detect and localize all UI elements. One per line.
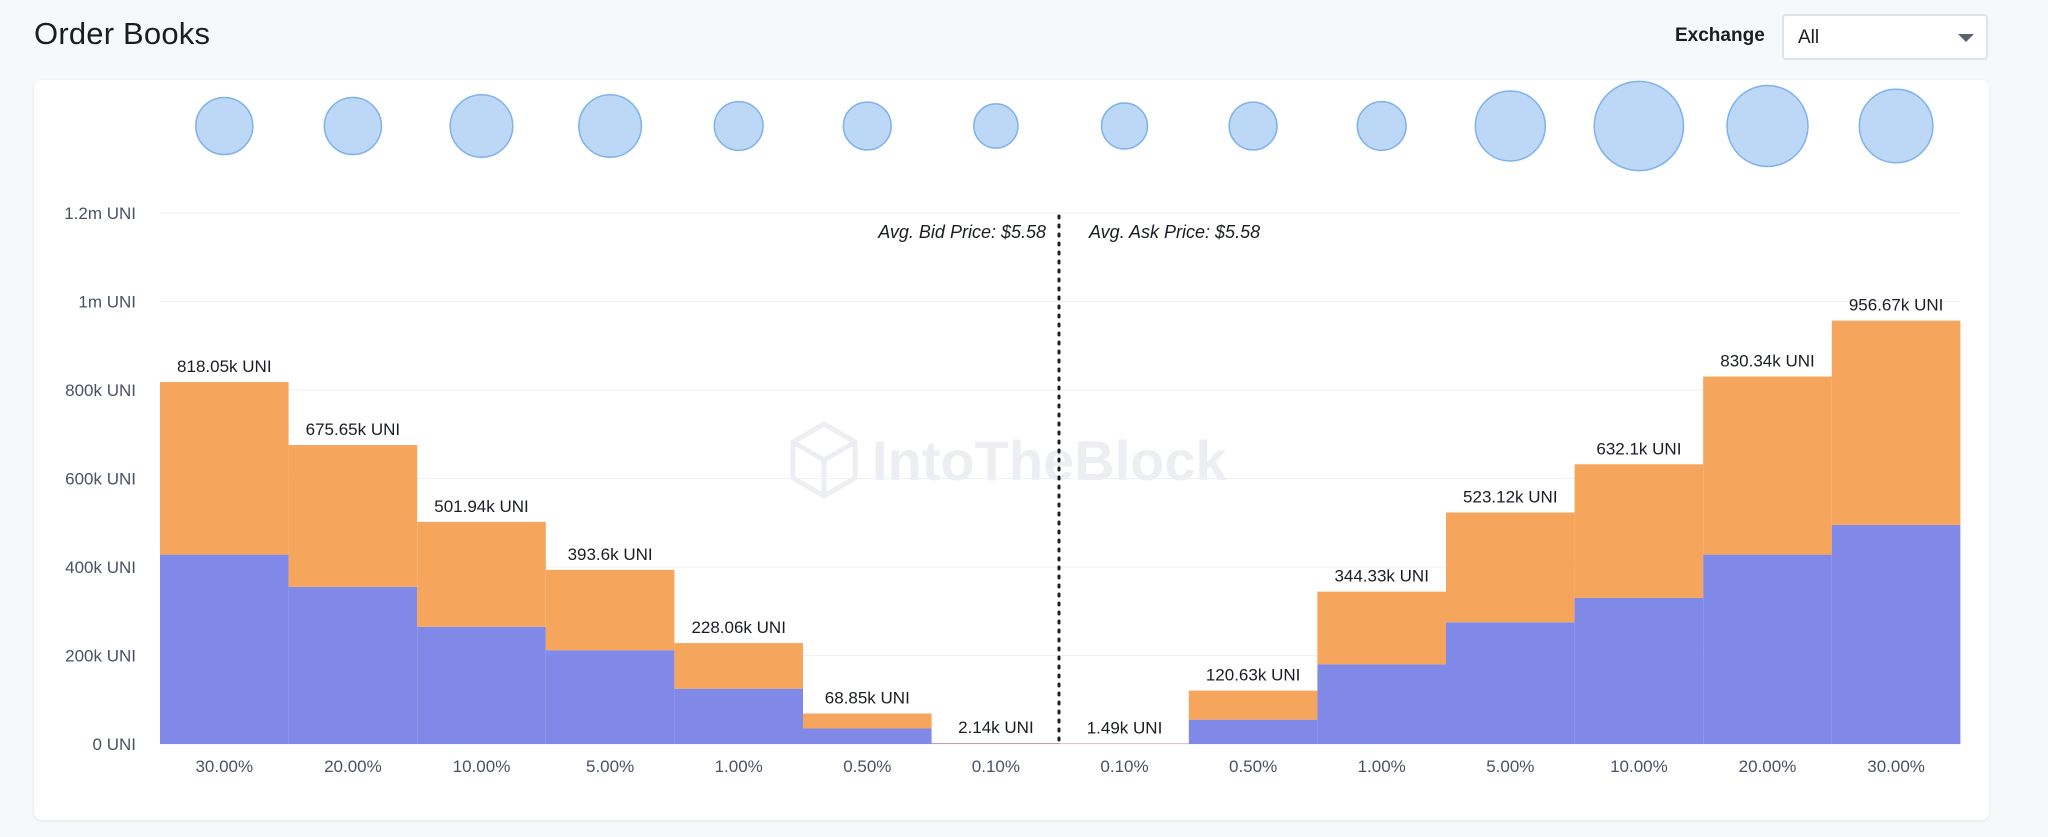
bubble[interactable]	[973, 103, 1019, 149]
bar-upper-segment[interactable]	[1574, 464, 1704, 598]
x-tick-label: 5.00%	[586, 757, 634, 776]
bar-total-label: 818.05k UNI	[177, 357, 272, 376]
bar-upper-segment[interactable]	[1703, 376, 1832, 555]
y-tick-label: 1m UNI	[78, 293, 136, 312]
bar-upper-segment[interactable]	[160, 382, 289, 555]
bar-total-label: 228.06k UNI	[691, 618, 786, 637]
bar-upper-segment[interactable]	[803, 713, 932, 729]
bar-total-label: 68.85k UNI	[825, 689, 910, 708]
bar-lower-segment[interactable]	[160, 554, 289, 744]
bar-total-label: 501.94k UNI	[434, 497, 529, 516]
bar-upper-segment[interactable]	[1317, 591, 1446, 665]
chevron-down-icon	[1958, 34, 1974, 42]
avg-bid-label: Avg. Bid Price: $5.58	[877, 222, 1046, 242]
x-axis-ticks: 30.00% 20.00% 10.00% 5.00% 1.00% 0.50% 0.10% 0.…	[195, 757, 1924, 776]
bar-lower-segment[interactable]	[674, 688, 803, 744]
bar-total-label: 120.63k UNI	[1206, 666, 1301, 685]
y-tick-label: 600k UNI	[65, 470, 136, 489]
bubble-row	[195, 80, 1934, 172]
bar-total-label: 393.6k UNI	[568, 545, 653, 564]
bar-lower-segment[interactable]	[1317, 664, 1446, 744]
bubble[interactable]	[1228, 101, 1278, 151]
bar-lower-segment[interactable]	[803, 728, 932, 744]
bubble[interactable]	[1100, 102, 1149, 150]
bubble[interactable]	[842, 101, 892, 151]
bubble[interactable]	[713, 100, 764, 152]
bar-lower-segment[interactable]	[1188, 719, 1318, 744]
x-tick-label: 10.00%	[453, 757, 511, 776]
y-tick-label: 0 UNI	[93, 735, 136, 754]
order-book-chart: IntoTheBlock 0 UNI 200k UNI 400k UNI 600k U…	[64, 80, 1961, 776]
bubble[interactable]	[323, 96, 383, 156]
exchange-select-value: All	[1798, 27, 1820, 48]
y-tick-label: 1.2m UNI	[64, 204, 136, 223]
x-tick-label: 0.10%	[1100, 757, 1148, 776]
bar-lower-segment[interactable]	[1446, 622, 1575, 744]
y-tick-label: 400k UNI	[65, 558, 136, 577]
x-tick-label: 30.00%	[1867, 757, 1925, 776]
bar-total-label: 523.12k UNI	[1463, 488, 1558, 507]
watermark: IntoTheBlock	[790, 421, 1228, 499]
bar-total-label: 675.65k UNI	[306, 420, 401, 439]
bubble[interactable]	[578, 93, 643, 159]
x-tick-label: 20.00%	[1739, 757, 1797, 776]
x-tick-label: 1.00%	[1358, 757, 1406, 776]
bubble[interactable]	[1858, 88, 1934, 164]
bubble[interactable]	[1726, 84, 1809, 168]
x-tick-label: 20.00%	[324, 757, 382, 776]
bar-lower-segment[interactable]	[288, 586, 418, 744]
bubble[interactable]	[195, 96, 254, 156]
bars	[160, 320, 1961, 744]
x-tick-label: 5.00%	[1486, 757, 1534, 776]
bar-upper-segment[interactable]	[1188, 690, 1318, 720]
bar-upper-segment[interactable]	[417, 521, 546, 627]
bubble[interactable]	[1593, 80, 1685, 172]
bar-upper-segment[interactable]	[545, 569, 675, 651]
exchange-select[interactable]: All	[1782, 14, 1988, 60]
bar-total-label: 956.67k UNI	[1849, 296, 1944, 315]
x-tick-label: 1.00%	[715, 757, 763, 776]
bubble[interactable]	[1356, 100, 1407, 152]
page-title: Order Books	[34, 16, 211, 51]
bar-total-label: 2.14k UNI	[958, 718, 1034, 737]
bar-total-label: 344.33k UNI	[1334, 567, 1429, 586]
bubble[interactable]	[1474, 90, 1547, 162]
bar-upper-segment[interactable]	[674, 643, 803, 689]
bar-total-label: 632.1k UNI	[1596, 439, 1681, 458]
x-tick-label: 30.00%	[195, 757, 253, 776]
x-tick-label: 0.50%	[1229, 757, 1277, 776]
y-axis-ticks: 0 UNI 200k UNI 400k UNI 600k UNI 800k UNI 1m …	[64, 204, 136, 754]
y-tick-label: 200k UNI	[65, 647, 136, 666]
bar-lower-segment[interactable]	[417, 626, 546, 744]
bar-total-label: 1.49k UNI	[1087, 718, 1163, 737]
bar-lower-segment[interactable]	[545, 650, 675, 744]
bar-upper-segment[interactable]	[1446, 512, 1575, 623]
bar-lower-segment[interactable]	[1574, 597, 1704, 744]
bar-lower-segment[interactable]	[1831, 524, 1961, 744]
bubble[interactable]	[449, 93, 514, 159]
x-tick-label: 0.10%	[972, 757, 1020, 776]
exchange-label: Exchange	[1675, 25, 1765, 46]
bar-total-label: 830.34k UNI	[1720, 352, 1815, 371]
order-book-card: IntoTheBlock 0 UNI 200k UNI 400k UNI 600k U…	[34, 80, 1989, 820]
bar-upper-segment[interactable]	[288, 445, 418, 587]
avg-ask-label: Avg. Ask Price: $5.58	[1088, 222, 1260, 242]
watermark-text: IntoTheBlock	[872, 429, 1228, 492]
x-tick-label: 10.00%	[1610, 757, 1668, 776]
watermark-logo-icon	[790, 421, 858, 499]
bar-upper-segment[interactable]	[1831, 320, 1961, 525]
bar-lower-segment[interactable]	[1703, 554, 1832, 744]
y-tick-label: 800k UNI	[65, 381, 136, 400]
x-tick-label: 0.50%	[843, 757, 891, 776]
bar-labels: 818.05k UNI 675.65k UNI 501.94k UNI 393.6k …	[177, 296, 1943, 738]
